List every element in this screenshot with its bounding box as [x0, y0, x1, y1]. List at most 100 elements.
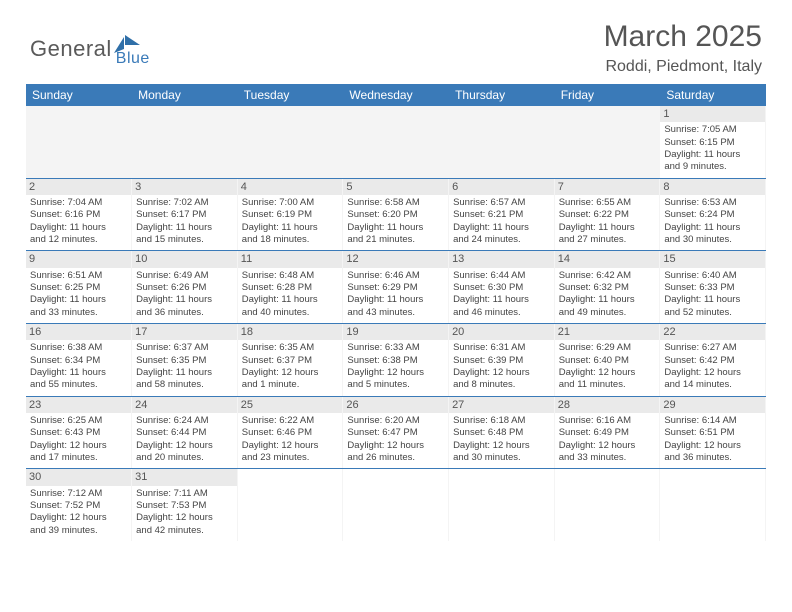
daylight-line: and 9 minutes.: [664, 161, 761, 173]
weekday-header: Saturday: [660, 84, 766, 106]
daylight-line: Daylight: 11 hours: [242, 222, 339, 234]
day-number: 17: [132, 324, 237, 340]
daylight-line: Daylight: 12 hours: [559, 367, 656, 379]
day-number: 24: [132, 397, 237, 413]
calendar-table: SundayMondayTuesdayWednesdayThursdayFrid…: [26, 84, 766, 541]
daylight-line: Daylight: 11 hours: [453, 294, 550, 306]
day-number: 19: [343, 324, 448, 340]
daylight-line: Daylight: 11 hours: [453, 222, 550, 234]
day-number: 28: [555, 397, 660, 413]
daylight-line: and 33 minutes.: [30, 307, 127, 319]
day-number: 1: [660, 106, 765, 122]
daylight-line: and 43 minutes.: [347, 307, 444, 319]
sunset-line: Sunset: 6:22 PM: [559, 209, 656, 221]
calendar-row: 1Sunrise: 7:05 AMSunset: 6:15 PMDaylight…: [26, 106, 766, 178]
sunset-line: Sunset: 6:33 PM: [664, 282, 761, 294]
sunrise-line: Sunrise: 6:33 AM: [347, 342, 444, 354]
calendar-cell: 13Sunrise: 6:44 AMSunset: 6:30 PMDayligh…: [449, 251, 555, 324]
calendar-cell: 6Sunrise: 6:57 AMSunset: 6:21 PMDaylight…: [449, 178, 555, 251]
calendar-cell: 4Sunrise: 7:00 AMSunset: 6:19 PMDaylight…: [237, 178, 343, 251]
sunset-line: Sunset: 6:24 PM: [664, 209, 761, 221]
calendar-cell-empty: [26, 106, 132, 178]
sunset-line: Sunset: 6:21 PM: [453, 209, 550, 221]
daylight-line: Daylight: 12 hours: [664, 440, 761, 452]
sunset-line: Sunset: 6:43 PM: [30, 427, 127, 439]
daylight-line: Daylight: 12 hours: [242, 440, 339, 452]
daylight-line: Daylight: 11 hours: [347, 294, 444, 306]
sunrise-line: Sunrise: 6:35 AM: [242, 342, 339, 354]
day-number: 23: [26, 397, 131, 413]
calendar-cell: 16Sunrise: 6:38 AMSunset: 6:34 PMDayligh…: [26, 324, 132, 397]
calendar-cell: 31Sunrise: 7:11 AMSunset: 7:53 PMDayligh…: [132, 469, 238, 541]
sunset-line: Sunset: 6:28 PM: [242, 282, 339, 294]
daylight-line: Daylight: 12 hours: [136, 440, 233, 452]
day-number: 15: [660, 251, 765, 267]
day-number: 12: [343, 251, 448, 267]
weekday-header: Thursday: [449, 84, 555, 106]
sunrise-line: Sunrise: 6:57 AM: [453, 197, 550, 209]
calendar-cell-empty: [449, 106, 555, 178]
day-number: 25: [238, 397, 343, 413]
sunrise-line: Sunrise: 6:48 AM: [242, 270, 339, 282]
sunrise-line: Sunrise: 6:37 AM: [136, 342, 233, 354]
daylight-line: Daylight: 11 hours: [136, 222, 233, 234]
calendar-row: 9Sunrise: 6:51 AMSunset: 6:25 PMDaylight…: [26, 251, 766, 324]
daylight-line: and 58 minutes.: [136, 379, 233, 391]
daylight-line: Daylight: 11 hours: [136, 367, 233, 379]
calendar-cell: 20Sunrise: 6:31 AMSunset: 6:39 PMDayligh…: [449, 324, 555, 397]
sunrise-line: Sunrise: 7:00 AM: [242, 197, 339, 209]
daylight-line: and 1 minute.: [242, 379, 339, 391]
calendar-cell: 17 Sunrise: 6:37 AMSunset: 6:35 PMDayligh…: [132, 324, 238, 397]
sunrise-line: Sunrise: 6:53 AM: [664, 197, 761, 209]
sunset-line: Sunset: 6:44 PM: [136, 427, 233, 439]
sunset-line: Sunset: 6:25 PM: [30, 282, 127, 294]
sunset-line: Sunset: 6:15 PM: [664, 137, 761, 149]
calendar-cell: 11Sunrise: 6:48 AMSunset: 6:28 PMDayligh…: [237, 251, 343, 324]
logo: General Blue: [30, 30, 150, 68]
calendar-cell-empty: [237, 469, 343, 541]
daylight-line: and 20 minutes.: [136, 452, 233, 464]
day-number: 7: [555, 179, 660, 195]
day-number: 30: [26, 469, 131, 485]
daylight-line: Daylight: 11 hours: [664, 294, 761, 306]
day-number: 4: [238, 179, 343, 195]
daylight-line: and 36 minutes.: [136, 307, 233, 319]
sunset-line: Sunset: 7:53 PM: [136, 500, 233, 512]
sunset-line: Sunset: 6:35 PM: [136, 355, 233, 367]
daylight-line: and 39 minutes.: [30, 525, 127, 537]
sunrise-line: Sunrise: 6:55 AM: [559, 197, 656, 209]
sunrise-line: Sunrise: 6:27 AM: [664, 342, 761, 354]
day-number: 21: [555, 324, 660, 340]
sunset-line: Sunset: 6:42 PM: [664, 355, 761, 367]
sunset-line: Sunset: 6:29 PM: [347, 282, 444, 294]
daylight-line: and 30 minutes.: [664, 234, 761, 246]
calendar-cell: 23Sunrise: 6:25 AMSunset: 6:43 PMDayligh…: [26, 396, 132, 469]
daylight-line: and 33 minutes.: [559, 452, 656, 464]
day-number: 27: [449, 397, 554, 413]
calendar-cell: 15Sunrise: 6:40 AMSunset: 6:33 PMDayligh…: [660, 251, 766, 324]
daylight-line: and 21 minutes.: [347, 234, 444, 246]
sunset-line: Sunset: 6:46 PM: [242, 427, 339, 439]
daylight-line: and 14 minutes.: [664, 379, 761, 391]
day-number: 14: [555, 251, 660, 267]
weekday-header-row: SundayMondayTuesdayWednesdayThursdayFrid…: [26, 84, 766, 106]
sunset-line: Sunset: 6:51 PM: [664, 427, 761, 439]
calendar-cell-empty: [660, 469, 766, 541]
daylight-line: and 55 minutes.: [30, 379, 127, 391]
day-number: 3: [132, 179, 237, 195]
sunset-line: Sunset: 6:38 PM: [347, 355, 444, 367]
sunset-line: Sunset: 7:52 PM: [30, 500, 127, 512]
calendar-cell: 3Sunrise: 7:02 AMSunset: 6:17 PMDaylight…: [132, 178, 238, 251]
sunrise-line: Sunrise: 6:51 AM: [30, 270, 127, 282]
calendar-cell-empty: [449, 469, 555, 541]
calendar-cell: 25Sunrise: 6:22 AMSunset: 6:46 PMDayligh…: [237, 396, 343, 469]
daylight-line: and 23 minutes.: [242, 452, 339, 464]
daylight-line: Daylight: 12 hours: [664, 367, 761, 379]
day-number: 5: [343, 179, 448, 195]
calendar-cell-empty: [237, 106, 343, 178]
sunrise-line: Sunrise: 6:16 AM: [559, 415, 656, 427]
weekday-header: Wednesday: [343, 84, 449, 106]
calendar-cell: 24Sunrise: 6:24 AMSunset: 6:44 PMDayligh…: [132, 396, 238, 469]
daylight-line: Daylight: 11 hours: [30, 367, 127, 379]
page-header: General Blue March 2025 Roddi, Piedmont,…: [0, 0, 792, 84]
